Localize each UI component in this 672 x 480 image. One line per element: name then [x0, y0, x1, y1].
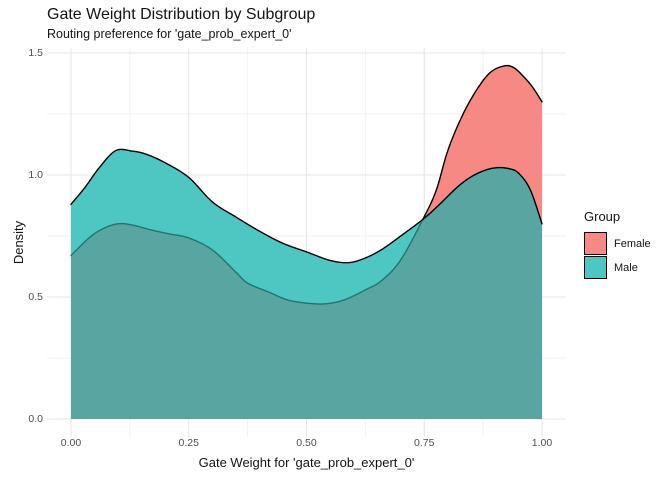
legend-label-male: Male [614, 261, 638, 274]
legend-key-male-swatch [584, 256, 607, 279]
x-tick-label: 0.75 [414, 437, 435, 449]
y-tick-label: 0.5 [28, 291, 43, 303]
legend-item-male: Male [584, 256, 651, 279]
female-density-outline-covered [70, 217, 424, 305]
male-density-outline [70, 148, 543, 264]
x-tick-label: 0.50 [296, 437, 317, 449]
legend: Group Female Male [584, 209, 651, 280]
y-axis-title: Density [11, 220, 27, 265]
legend-title: Group [584, 209, 621, 224]
legend-item-female: Female [584, 232, 651, 255]
female-density-outline [422, 64, 543, 220]
x-tick-label: 1.00 [531, 437, 553, 449]
chart-title: Gate Weight Distribution by Subgroup [47, 6, 316, 23]
y-tick-label: 1.5 [28, 47, 43, 59]
y-tick-label: 0.0 [28, 413, 43, 425]
x-tick-label: 0.00 [60, 437, 82, 449]
legend-label-female: Female [614, 237, 651, 250]
y-tick-label: 1.0 [28, 169, 43, 181]
x-tick-label: 0.25 [178, 437, 199, 449]
x-axis-title: Gate Weight for 'gate_prob_expert_0' [198, 455, 415, 470]
chart-subtitle: Routing preference for 'gate_prob_expert… [47, 27, 292, 41]
legend-key-female-swatch [584, 232, 607, 255]
overlap-density-area [71, 167, 542, 419]
